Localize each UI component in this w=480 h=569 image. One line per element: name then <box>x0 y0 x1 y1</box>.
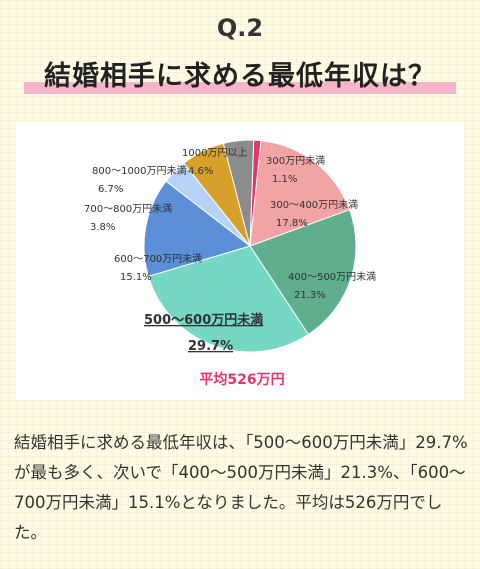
slice-label: 300〜400万円未満 <box>270 199 358 211</box>
description-text: 結婚相手に求める最低年収は、「500〜600万円未満」29.7%が最も多く、次い… <box>14 433 468 542</box>
slice-label: 600〜700万円未満 <box>114 253 202 265</box>
slice-value-label: 6.7% <box>98 184 123 195</box>
pie-slice <box>249 209 357 336</box>
title-highlight <box>24 82 456 94</box>
slice-label: 300万円未満 <box>266 155 325 167</box>
slice-value-label: 15.1% <box>120 272 152 283</box>
pie-chart: 300万円未満 1.1% 300〜400万円未満 17.8% 400〜500万円未満 21… <box>84 139 376 388</box>
slice-value-label: 3.8% <box>90 222 115 233</box>
slice-value-label: 1.1% <box>272 174 297 185</box>
pie-slice <box>222 139 255 247</box>
slice-label: 500〜600万円未満 <box>144 312 263 328</box>
slice-value-label: 4.6% <box>188 166 213 177</box>
slice-value-label: 29.7% <box>188 339 233 354</box>
slice-value-label: 17.8% <box>276 218 308 229</box>
average-label: 平均526万円 <box>199 371 284 388</box>
pie-slice <box>143 180 252 277</box>
slice-label: 800〜1000万円未満 <box>92 165 187 177</box>
slice-value-label: 21.3% <box>294 290 326 301</box>
page-title: 結婚相手に求める最低年収は？ <box>44 61 436 92</box>
slice-label: 1000万円以上 <box>182 147 247 159</box>
slice-label: 700〜800万円未満 <box>84 203 172 215</box>
pie-slice <box>249 140 351 247</box>
pie-slice <box>147 245 310 353</box>
slice-label: 400〜500万円未満 <box>288 271 376 283</box>
chart-card: 300万円未満 1.1% 300〜400万円未満 17.8% 400〜500万円未満 21… <box>16 122 464 400</box>
question-number: Q.2 <box>216 14 264 42</box>
